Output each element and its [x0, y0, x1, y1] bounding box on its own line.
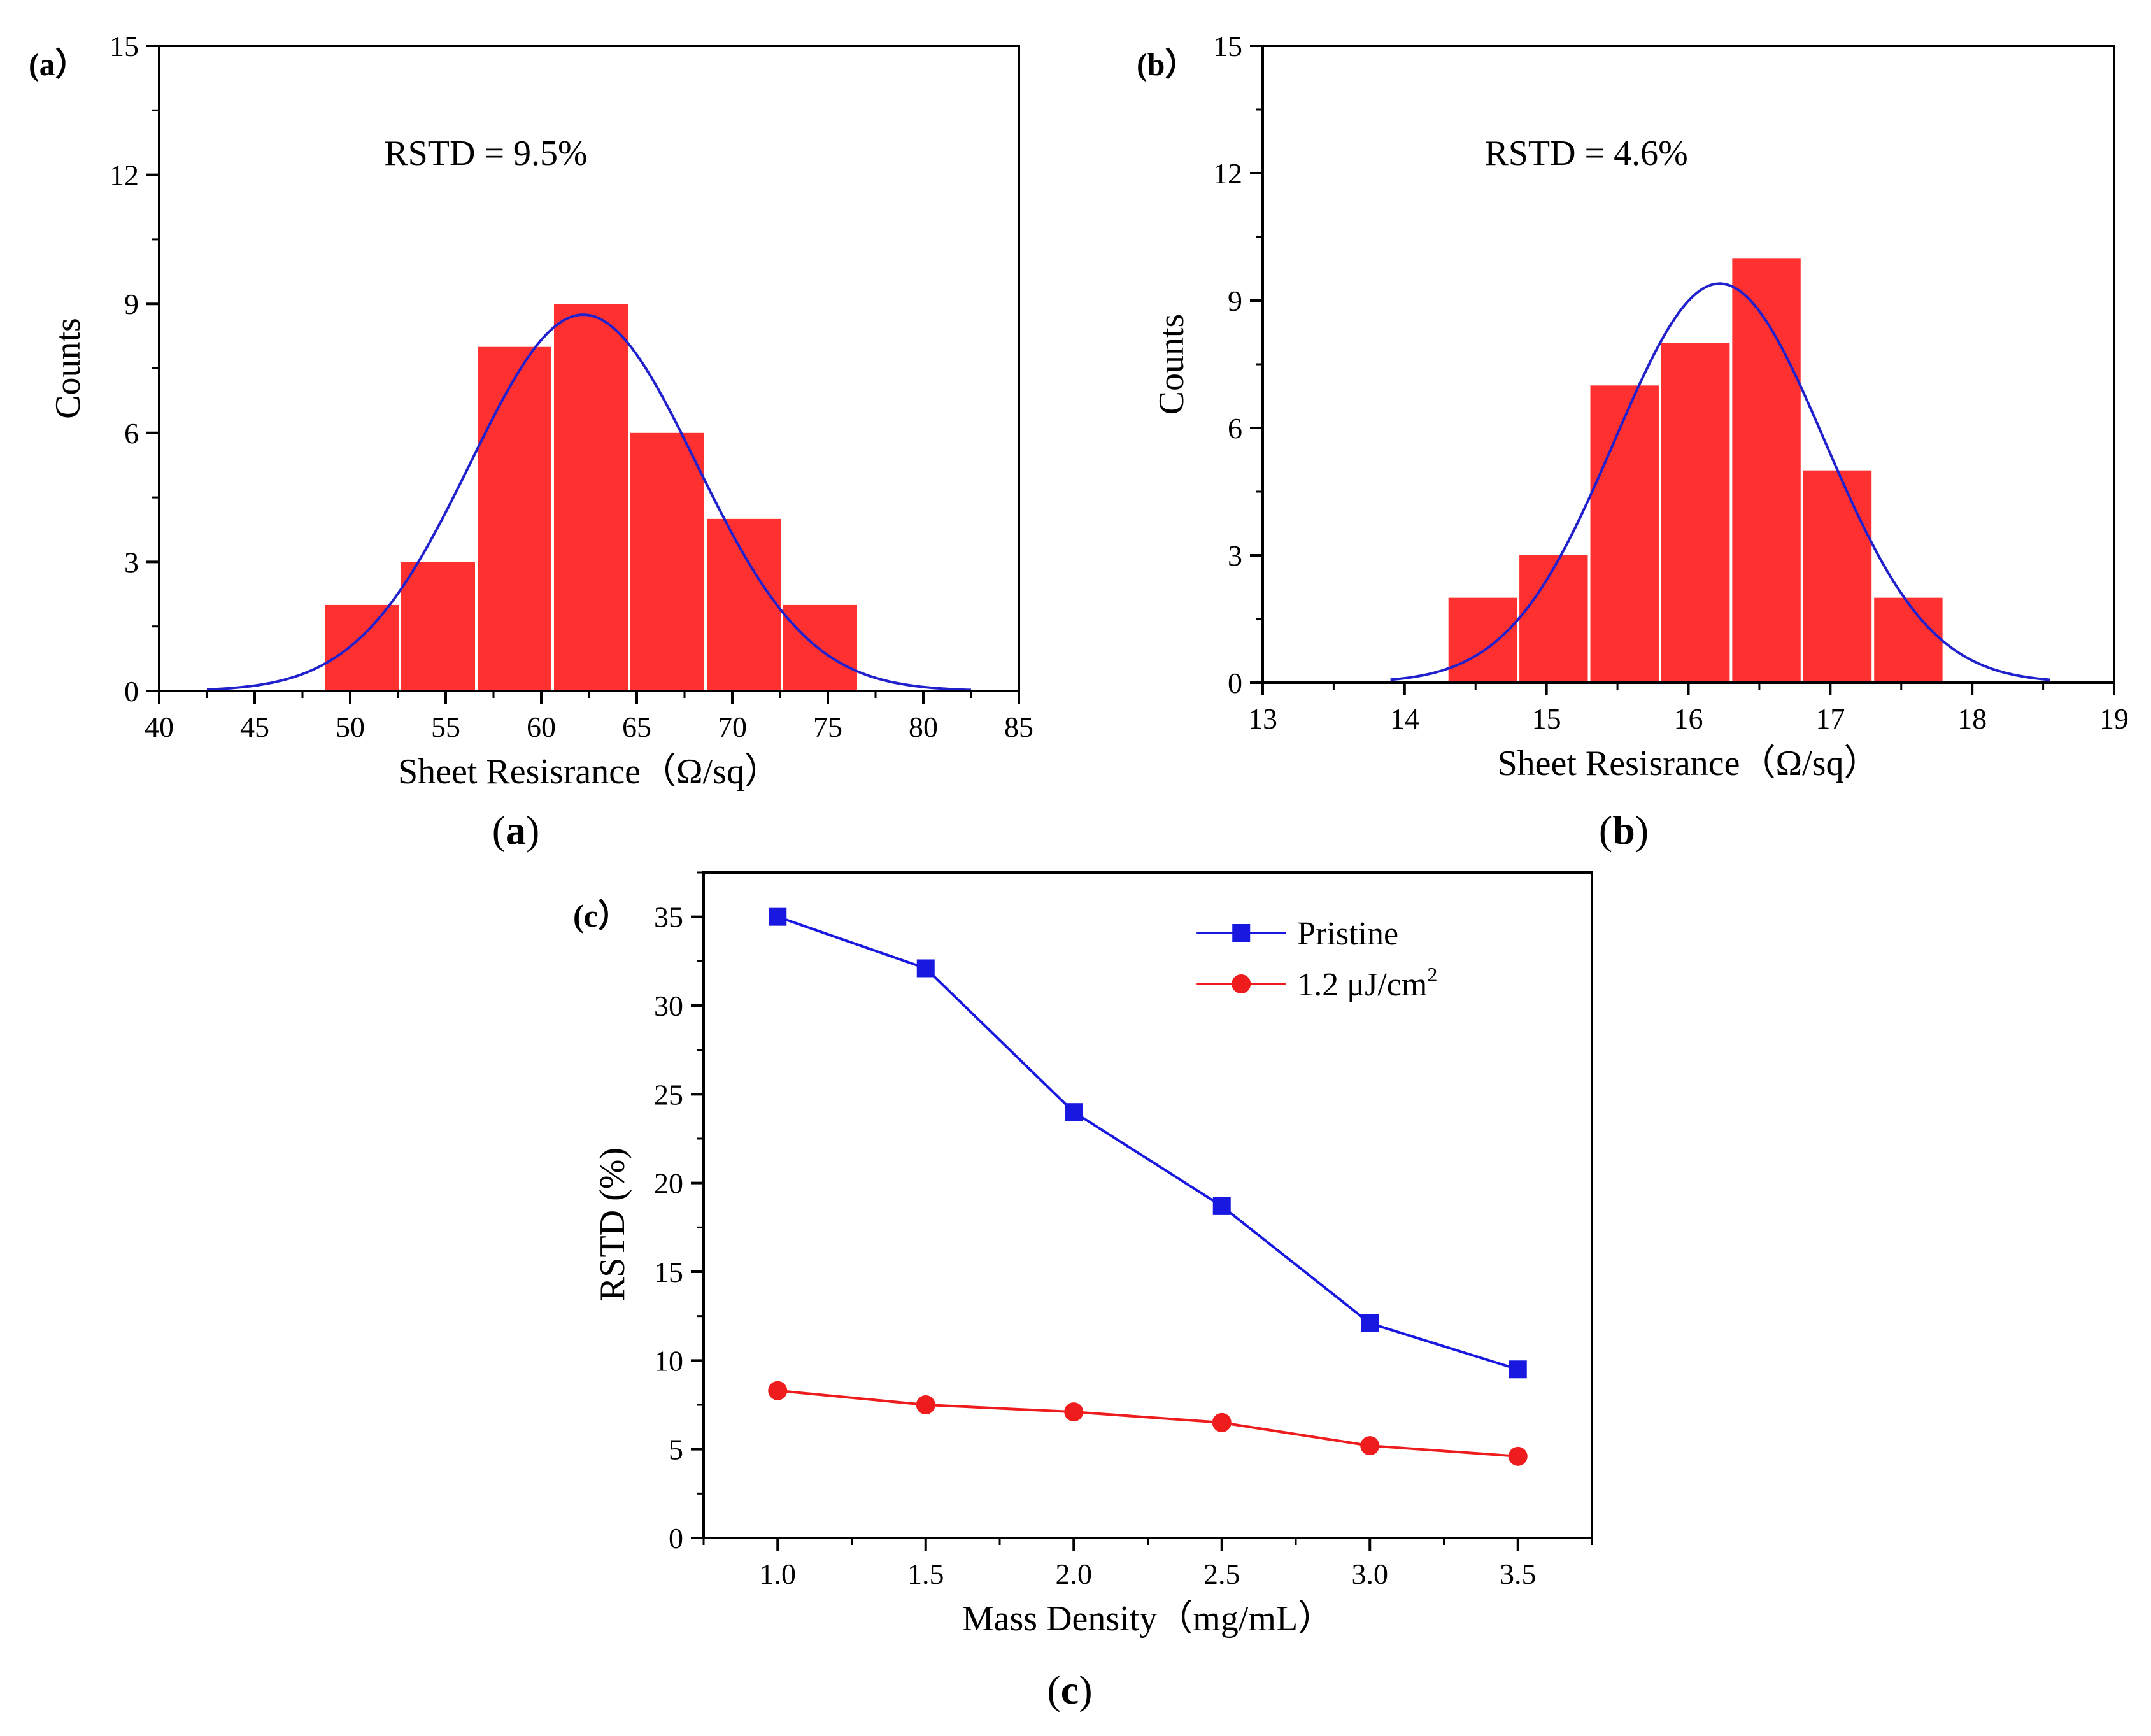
x-tick-label: 55	[431, 711, 460, 743]
y-tick-label: 0	[669, 1522, 683, 1555]
pristine-point	[1212, 1197, 1231, 1215]
legend-label: Pristine	[1297, 916, 1398, 952]
histogram-bar	[1448, 597, 1517, 683]
histogram-bar	[707, 518, 781, 691]
histogram-bar	[1803, 470, 1872, 683]
x-tick-label: 60	[527, 711, 556, 743]
pristine-point	[916, 959, 935, 978]
histogram-bar	[554, 304, 628, 691]
histogram-bar	[325, 604, 399, 691]
panel-caption: (a)	[492, 808, 540, 853]
x-tick-label: 65	[622, 711, 651, 743]
normal-fit-curve	[1390, 282, 2050, 681]
y-tick-label: 9	[1228, 285, 1242, 317]
legend-label: 1.2 μJ/cm2	[1297, 963, 1437, 1003]
y-tick-label: 30	[654, 990, 683, 1022]
series-line-treated	[777, 1389, 1518, 1458]
y-tick-label: 15	[110, 30, 139, 62]
x-tick-label: 1.5	[907, 1558, 944, 1590]
x-tick-label: 13	[1248, 702, 1277, 735]
x-tick-label: 3.0	[1352, 1558, 1389, 1590]
panel-tag: (b）	[1137, 46, 1196, 82]
y-tick-label: 25	[654, 1078, 683, 1111]
rstd-annotation: RSTD = 4.6%	[1484, 134, 1687, 173]
x-tick-label: 19	[2099, 702, 2129, 735]
y-tick-label: 15	[654, 1256, 683, 1288]
x-tick-label: 16	[1674, 702, 1703, 735]
legend-marker-circle	[1232, 974, 1251, 993]
treated-point	[1212, 1412, 1232, 1432]
histogram-bar	[1519, 555, 1588, 683]
histogram-bar	[783, 604, 857, 691]
x-tick-label: 40	[145, 711, 174, 743]
panel-tag: (c）	[573, 898, 630, 934]
x-tick-label: 80	[909, 711, 938, 743]
pristine-point	[1065, 1103, 1083, 1121]
y-tick-label: 3	[1228, 539, 1242, 572]
x-tick-label: 3.5	[1500, 1558, 1537, 1590]
treated-point	[768, 1381, 788, 1400]
y-axis-title: Counts	[48, 318, 88, 419]
x-tick-label: 17	[1815, 702, 1845, 735]
x-tick-label: 2.0	[1056, 1558, 1093, 1590]
y-tick-label: 9	[124, 288, 139, 320]
chart-b: 13 14 15 16 17 18 19 0 3 6 9 12 15 Sheet Resisrance（Ω…	[1137, 30, 2129, 853]
x-tick-label: 2.5	[1203, 1558, 1240, 1590]
y-tick-label: 20	[654, 1167, 683, 1200]
pristine-point	[1509, 1360, 1527, 1379]
treated-point	[1508, 1446, 1528, 1466]
pristine-point	[1361, 1314, 1379, 1332]
x-tick-label: 50	[336, 711, 365, 743]
x-tick-label: 15	[1532, 702, 1561, 735]
legend-marker-square	[1232, 924, 1251, 942]
y-tick-label: 15	[1213, 30, 1242, 62]
y-tick-label: 10	[654, 1344, 683, 1377]
pristine-point	[769, 907, 787, 926]
y-tick-label: 3	[124, 546, 139, 578]
y-tick-label: 12	[1213, 157, 1242, 190]
y-tick-label: 12	[110, 159, 139, 192]
x-tick-label: 70	[718, 711, 747, 743]
chart-a: 40 45 50 55 60 65 70 75 80 85 0 3 6 9 12 15 Sheet Resisr…	[29, 30, 1033, 853]
x-tick-label: 1.0	[760, 1558, 797, 1590]
y-axis-title: Counts	[1152, 314, 1191, 415]
panel-caption: (c)	[1047, 1667, 1092, 1712]
treated-point	[1064, 1402, 1084, 1422]
histogram-bar	[1732, 258, 1801, 683]
series-line-pristine	[777, 915, 1519, 1371]
histogram-bar	[630, 432, 704, 691]
y-tick-label: 35	[654, 901, 683, 934]
histogram-bar	[478, 346, 551, 691]
y-tick-label: 6	[124, 417, 139, 450]
panel-caption: (b)	[1599, 808, 1649, 853]
treated-point	[916, 1395, 935, 1414]
histogram-bar	[1590, 385, 1659, 683]
x-tick-label: 75	[813, 711, 842, 743]
treated-point	[1360, 1436, 1380, 1456]
chart-c: 1.0 1.5 2.0 2.5 3.0 3.5 0 5 10 15 20 25 30 35 Pristine…	[573, 871, 1593, 1712]
histogram-bar	[401, 562, 475, 691]
plot-frame-c	[702, 871, 1593, 1539]
rstd-annotation: RSTD = 9.5%	[384, 134, 587, 173]
y-tick-label: 5	[669, 1434, 683, 1466]
y-axis-title: RSTD (%)	[593, 1148, 632, 1301]
x-tick-label: 18	[1957, 702, 1987, 735]
x-axis-title: Mass Density（mg/mL）	[962, 1599, 1333, 1639]
x-tick-label: 45	[240, 711, 269, 743]
x-axis-title: Sheet Resisrance（Ω/sq）	[1498, 744, 1880, 783]
x-tick-label: 85	[1004, 711, 1033, 743]
y-tick-label: 6	[1228, 412, 1242, 445]
x-tick-label: 14	[1390, 702, 1419, 735]
histogram-bar	[1874, 597, 1943, 683]
y-tick-label: 0	[1228, 667, 1242, 699]
histogram-bar	[1661, 343, 1730, 683]
panel-tag: (a）	[29, 46, 87, 82]
x-axis-title: Sheet Resisrance（Ω/sq）	[398, 752, 780, 792]
y-tick-label: 0	[124, 675, 139, 708]
normal-fit-curve	[206, 313, 972, 692]
